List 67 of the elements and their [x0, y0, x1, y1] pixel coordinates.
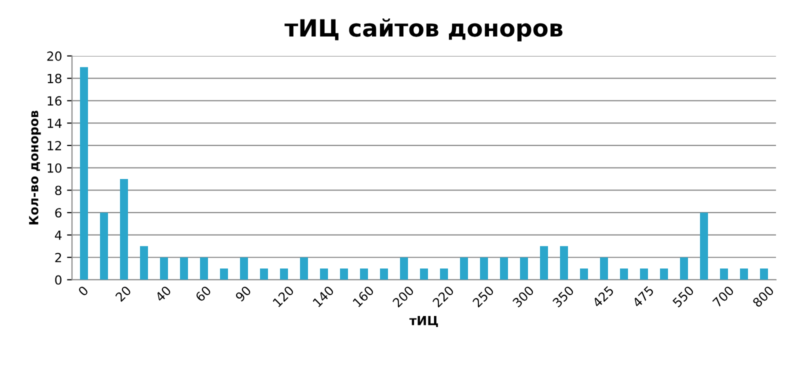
bar: [480, 257, 488, 280]
bar: [600, 257, 608, 280]
bar: [80, 67, 88, 280]
bar: [740, 268, 748, 280]
y-tick-label: 4: [54, 230, 62, 240]
y-tick-label: 18: [48, 74, 62, 84]
x-tick-label: 60: [194, 285, 212, 302]
bar: [720, 268, 728, 280]
y-tick-label: 20: [47, 51, 62, 61]
x-tick-label: 20: [114, 285, 132, 302]
x-tick-label: 350: [552, 285, 574, 308]
bar: [340, 268, 348, 280]
bar: [300, 257, 308, 280]
x-tick-label: 425: [592, 286, 614, 308]
bar: [760, 268, 768, 280]
bar: [160, 257, 168, 280]
bar: [220, 268, 228, 280]
x-tick-label: 550: [672, 285, 694, 308]
x-tick-label: 140: [312, 285, 334, 308]
x-tick-label: 300: [512, 285, 534, 308]
y-tick-label: 10: [48, 163, 62, 173]
x-tick-label: 90: [234, 285, 252, 302]
bar: [620, 268, 628, 280]
y-tick-label: 16: [48, 96, 62, 106]
x-tick-label: 700: [712, 285, 734, 308]
bar: [700, 212, 708, 280]
y-tick-label: 0: [55, 275, 62, 285]
x-tick-label: 40: [154, 285, 172, 302]
bar: [380, 268, 388, 280]
bar: [580, 268, 588, 280]
y-tick-label: 12: [48, 140, 62, 150]
bar: [140, 246, 148, 280]
x-tick-label: 200: [392, 285, 414, 308]
y-axis-title: Кол-во доноров: [29, 110, 41, 224]
bar: [180, 257, 188, 280]
bar: [200, 257, 208, 280]
bar: [440, 268, 448, 280]
y-tick-label: 6: [55, 208, 62, 218]
bar: [460, 257, 468, 280]
bar: [560, 246, 568, 280]
bar: [660, 268, 668, 280]
y-tick-label: 14: [48, 118, 62, 128]
bar: [680, 257, 688, 280]
x-tick-label: 250: [472, 285, 494, 308]
bar: [540, 246, 548, 280]
x-axis-title: тИЦ: [409, 316, 438, 328]
bar: [420, 268, 428, 280]
bar: [100, 212, 108, 280]
bar: [260, 268, 268, 280]
bar: [120, 179, 128, 280]
bar: [280, 268, 288, 280]
bar: [320, 268, 328, 280]
bar: [520, 257, 528, 280]
y-tick-label: 2: [55, 252, 62, 262]
x-tick-label: 220: [432, 285, 454, 308]
chart-title: тИЦ сайтов доноров: [284, 18, 562, 42]
bar: [360, 268, 368, 280]
x-tick-label: 120: [272, 285, 294, 308]
x-tick-label: 160: [352, 285, 374, 308]
x-tick-label: 475: [632, 286, 654, 308]
bar: [640, 268, 648, 280]
bar: [500, 257, 508, 280]
bar: [400, 257, 408, 280]
bar: [240, 257, 248, 280]
x-tick-label: 800: [752, 285, 774, 308]
y-tick-label: 8: [55, 186, 62, 196]
x-tick-label: 0: [78, 285, 89, 296]
